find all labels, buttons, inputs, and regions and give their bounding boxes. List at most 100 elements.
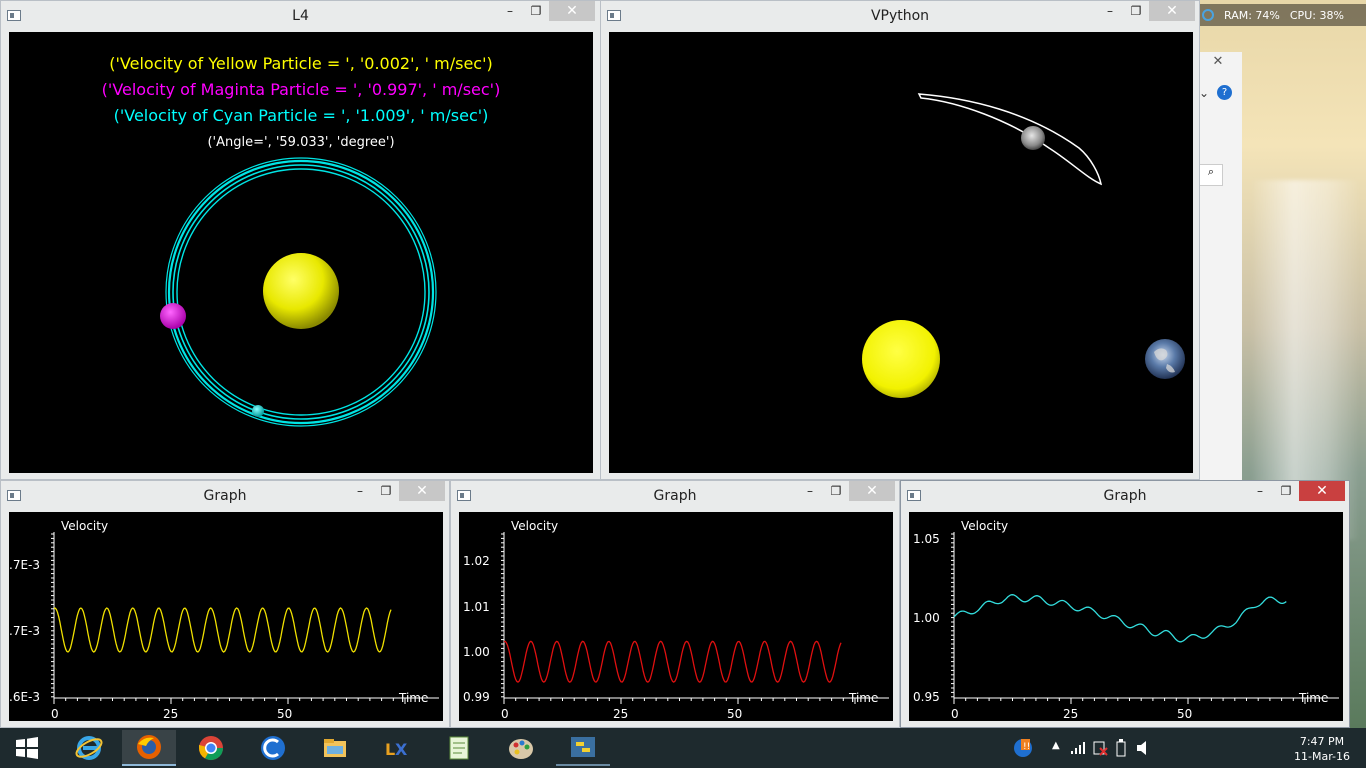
maximize-button[interactable]: ❐: [380, 484, 392, 498]
minimize-button[interactable]: –: [1257, 484, 1263, 498]
minimize-button[interactable]: –: [507, 4, 513, 18]
titlebar[interactable]: Graph – ❐ ✕: [451, 481, 899, 511]
clock[interactable]: 7:47 PM 11-Mar-16: [1292, 734, 1352, 764]
maximize-button[interactable]: ❐: [1280, 484, 1292, 498]
background-window[interactable]: ✕ ⌄ ? ⌕: [1196, 52, 1242, 482]
svg-text:L: L: [385, 740, 395, 759]
window-icon: [607, 10, 621, 21]
x-tick-label: 25: [613, 707, 629, 721]
lyx-icon: L X: [385, 740, 408, 759]
graph-window-2[interactable]: Graph – ❐ ✕ Velocity Time 1.02 1.01 1.00…: [450, 480, 900, 728]
action-center-icon[interactable]: [1092, 740, 1108, 756]
close-button[interactable]: ✕: [849, 481, 895, 501]
vpython-window[interactable]: VPython – ❐ ✕: [600, 0, 1200, 480]
svg-text:X: X: [395, 740, 408, 759]
system-tray: !! ▲ 7:47 PM 11-Mar-16: [1014, 728, 1366, 768]
y-axis-label: Velocity: [961, 519, 1009, 533]
taskbar-chrome[interactable]: [184, 730, 238, 766]
yellow-velocity-line: [53, 607, 392, 653]
x-tick-label: 25: [163, 707, 179, 721]
chrome-icon: [199, 736, 223, 761]
titlebar[interactable]: Graph – ❐ ✕: [901, 481, 1349, 511]
minimize-button[interactable]: –: [1107, 4, 1113, 18]
close-icon[interactable]: ✕: [1212, 54, 1224, 69]
clock-time: 7:47 PM: [1299, 735, 1345, 748]
taskbar-file-explorer[interactable]: [308, 730, 362, 766]
firefox-icon: [137, 735, 161, 759]
titlebar[interactable]: Graph – ❐ ✕: [1, 481, 449, 511]
minimize-button[interactable]: –: [357, 484, 363, 498]
close-button[interactable]: ✕: [1299, 481, 1345, 501]
y-tick-label: .6E-3: [9, 690, 40, 704]
earth: [1145, 339, 1185, 379]
titlebar[interactable]: VPython – ❐ ✕: [601, 1, 1199, 31]
network-icon[interactable]: [1070, 741, 1086, 755]
volume-icon[interactable]: [1136, 740, 1150, 756]
notepad-icon: [449, 736, 469, 760]
taskbar-internet-explorer[interactable]: [62, 730, 116, 766]
taskbar-paint[interactable]: [494, 730, 548, 766]
magenta-particle: [160, 303, 186, 329]
y-tick-label: 1.02: [463, 554, 490, 568]
maximize-button[interactable]: ❐: [1130, 4, 1142, 18]
l4-canvas[interactable]: ('Velocity of Yellow Particle = ', '0.00…: [9, 32, 593, 473]
window-icon: [907, 490, 921, 501]
graph-plot-2: [501, 532, 889, 704]
y-axis-label: Velocity: [511, 519, 559, 533]
taskbar-ccleaner[interactable]: [246, 730, 300, 766]
window-icon: [7, 10, 21, 21]
yellow-velocity-text: ('Velocity of Yellow Particle = ', '0.00…: [109, 54, 493, 73]
vpython-canvas[interactable]: [609, 32, 1193, 473]
y-tick-label: 1.05: [913, 532, 940, 546]
system-meters: RAM: 74% CPU: 38%: [1198, 4, 1366, 26]
cyan-velocity-text: ('Velocity of Cyan Particle = ', '1.009'…: [113, 106, 489, 125]
sun: [862, 320, 940, 398]
titlebar[interactable]: L4 – ❐ ✕: [1, 1, 600, 31]
graph-window-3[interactable]: Graph – ❐ ✕ Velocity Time 1.05 1.00 0.95…: [900, 480, 1350, 728]
magenta-velocity-text: ('Velocity of Maginta Particle = ', '0.9…: [101, 80, 501, 99]
angle-text: ('Angle=', '59.033', 'degree'): [207, 135, 395, 150]
ccleaner-icon: [261, 736, 285, 760]
y-tick-label: 1.01: [463, 600, 490, 614]
l4-scene: [160, 157, 437, 427]
y-tick-label: .7E-3: [9, 558, 40, 572]
close-button[interactable]: ✕: [1149, 1, 1195, 21]
y-tick-label: 0.99: [463, 690, 490, 704]
x-tick-label: 50: [1177, 707, 1193, 721]
svg-text:!!: !!: [1023, 742, 1030, 752]
maximize-button[interactable]: ❐: [530, 4, 542, 18]
window-title: L4: [292, 8, 309, 24]
help-icon[interactable]: ?: [1217, 85, 1232, 100]
x-tick-label: 25: [1063, 707, 1079, 721]
python-icon: [571, 737, 595, 757]
graph-canvas-3[interactable]: Velocity Time 1.05 1.00 0.95 0 25 50: [909, 512, 1343, 721]
warning-icon[interactable]: !!: [1012, 737, 1034, 759]
chevron-up-icon[interactable]: ▲: [1052, 740, 1060, 751]
graph-window-1[interactable]: Graph – ❐ ✕ Velocity Time .7E-3 .7E-3 .6…: [0, 480, 450, 728]
graph-canvas-1[interactable]: Velocity Time .7E-3 .7E-3 .6E-3 0 25 50: [9, 512, 443, 721]
taskbar-firefox[interactable]: [122, 730, 176, 766]
minimize-button[interactable]: –: [807, 484, 813, 498]
start-button[interactable]: [0, 730, 54, 766]
battery-icon[interactable]: [1116, 739, 1126, 757]
x-tick-label: 50: [727, 707, 743, 721]
vpython-scene: [862, 93, 1185, 398]
taskbar-python[interactable]: [556, 730, 610, 766]
maximize-button[interactable]: ❐: [830, 484, 842, 498]
x-tick-label: 50: [277, 707, 293, 721]
close-button[interactable]: ✕: [549, 1, 595, 21]
window-icon: [7, 490, 21, 501]
taskbar-lyx[interactable]: L X: [370, 730, 424, 766]
internet-explorer-icon: [75, 736, 103, 760]
window-title: VPython: [870, 8, 930, 24]
taskbar-notepad[interactable]: [432, 730, 486, 766]
window-title: Graph: [203, 488, 247, 504]
l4-window[interactable]: L4 – ❐ ✕ ('Velocity of Yellow Particle =…: [0, 0, 601, 480]
chevron-down-icon[interactable]: ⌄: [1199, 86, 1210, 100]
yellow-sphere: [263, 253, 339, 329]
windows-logo-icon: [16, 737, 38, 759]
orbit-ring: [165, 157, 437, 427]
graph-canvas-2[interactable]: Velocity Time 1.02 1.01 1.00 0.99 0 25 5…: [459, 512, 893, 721]
close-button[interactable]: ✕: [399, 481, 445, 501]
search-icon[interactable]: ⌕: [1199, 164, 1223, 186]
